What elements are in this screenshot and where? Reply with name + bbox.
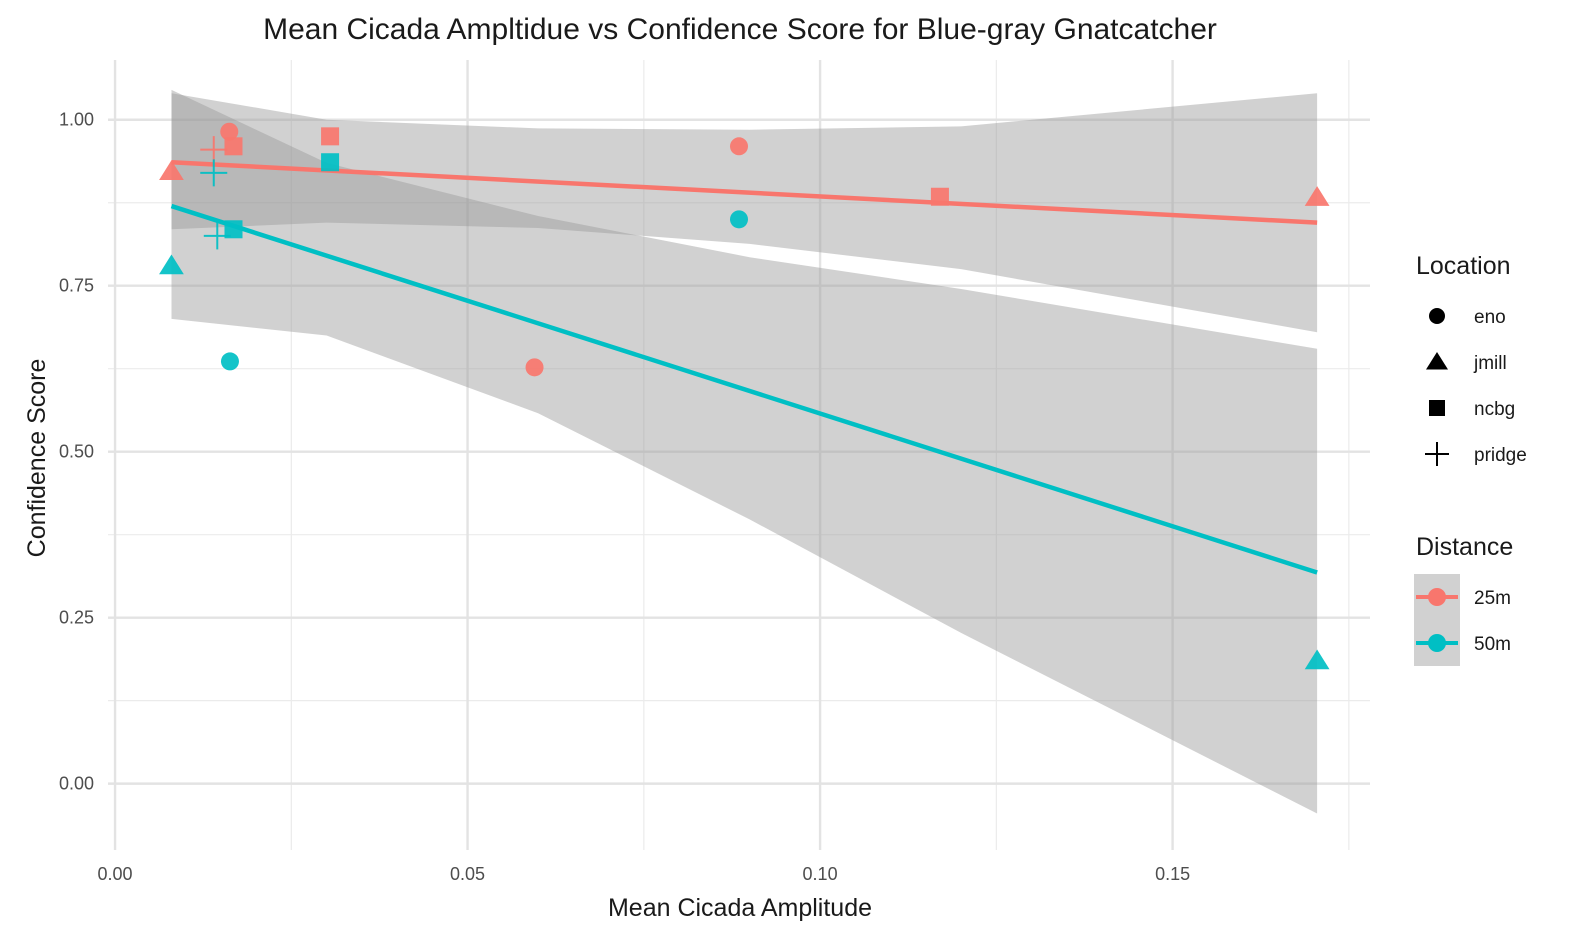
chart-title: Mean Cicada Ampltidue vs Confidence Scor… xyxy=(263,13,1217,46)
x-tick-label: 0.05 xyxy=(450,864,485,884)
legend-label-jmill: jmill xyxy=(1473,353,1507,374)
data-point-50m-ncbg xyxy=(224,220,243,239)
y-tick-label: 0.75 xyxy=(59,276,94,296)
legend: Location eno jmill ncbg pridge Distance 25m… xyxy=(1414,252,1527,666)
legend-title-distance: Distance xyxy=(1416,533,1513,561)
x-tick-label: 0.15 xyxy=(1155,864,1190,884)
legend-label-pridge: pridge xyxy=(1474,445,1527,466)
legend-key-ncbg xyxy=(1429,400,1445,416)
legend-label-ncbg: ncbg xyxy=(1474,399,1515,420)
data-point-25m-pridge xyxy=(200,136,228,164)
x-tick-label: 0.10 xyxy=(803,864,838,884)
x-axis-label: Mean Cicada Amplitude xyxy=(608,894,872,922)
legend-key-jmill xyxy=(1426,352,1448,370)
data-point-25m-ncbg xyxy=(321,127,340,146)
data-point-50m-pridge xyxy=(200,159,228,187)
y-axis-label: Confidence Score xyxy=(23,359,51,558)
confidence-band-50m xyxy=(171,89,1318,814)
legend-dot-25m xyxy=(1428,588,1446,606)
fit-line-50m xyxy=(170,203,1318,575)
legend-label-50m: 50m xyxy=(1474,634,1511,655)
data-point-25m-eno xyxy=(730,137,748,156)
legend-label-eno: eno xyxy=(1474,307,1506,328)
legend-key-pridge xyxy=(1425,442,1449,466)
data-point-25m-ncbg xyxy=(930,187,949,206)
data-point-25m-eno xyxy=(525,358,544,377)
tick-labels: 0.00 0.05 0.10 0.15 0.00 0.25 0.50 0.75 1.00 xyxy=(59,110,1190,884)
legend-title-location: Location xyxy=(1416,252,1511,280)
fit-line-25m xyxy=(171,159,1318,225)
data-point-50m-jmill xyxy=(1304,649,1330,670)
data-point-50m-jmill xyxy=(159,254,184,275)
grid xyxy=(108,60,1370,850)
fit-lines xyxy=(170,159,1318,575)
y-tick-label: 0.00 xyxy=(59,774,94,794)
data-point-50m-eno xyxy=(220,352,239,371)
data-points xyxy=(159,122,1330,670)
data-point-50m-ncbg xyxy=(321,153,340,172)
data-point-50m-eno xyxy=(730,210,748,229)
y-tick-label: 0.25 xyxy=(59,608,94,628)
x-tick-label: 0.00 xyxy=(98,864,133,884)
legend-key-eno xyxy=(1429,308,1445,324)
legend-label-25m: 25m xyxy=(1474,588,1511,609)
data-point-25m-jmill xyxy=(159,160,184,180)
data-point-25m-ncbg xyxy=(224,137,243,156)
y-tick-label: 1.00 xyxy=(59,110,94,130)
y-tick-label: 0.50 xyxy=(59,442,94,462)
data-point-25m-eno xyxy=(220,122,239,141)
data-point-25m-jmill xyxy=(1304,186,1330,206)
legend-dot-50m xyxy=(1428,634,1446,652)
